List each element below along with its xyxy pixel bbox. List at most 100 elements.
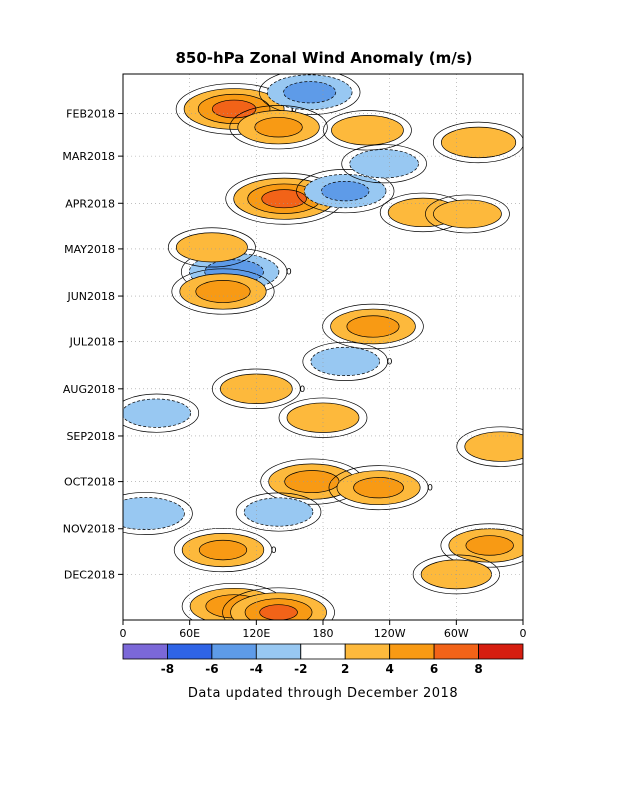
anomaly-2-outer-contour <box>229 105 328 150</box>
anomaly-20: 0 <box>328 465 433 511</box>
x-tick-label: 120W <box>374 627 406 640</box>
x-tick-label: 120E <box>242 627 270 640</box>
zero-contour-label: 0 <box>299 385 305 395</box>
colorbar-label: 4 <box>386 662 394 676</box>
colorbar-label: -2 <box>294 662 307 676</box>
y-tick-label: MAY2018 <box>64 243 115 256</box>
zero-contour-label: 0 <box>291 105 297 115</box>
anomaly-7 <box>341 144 427 184</box>
anomaly-11-level-4 <box>346 315 400 338</box>
anomaly-23-outer-contour <box>235 492 322 532</box>
colorbar-swatch <box>122 643 168 660</box>
colorbar-swatch <box>166 643 213 660</box>
anomaly-14-outer-contour <box>425 194 510 234</box>
anomaly-21-level-4 <box>465 535 514 556</box>
anomaly-7-level--2 <box>349 149 419 179</box>
zero-contour-label: 0 <box>286 268 292 278</box>
anomaly-18-outer-contour <box>456 426 523 467</box>
anomaly-4: 0 <box>433 121 529 164</box>
colorbar-swatch <box>478 643 524 660</box>
anomaly-17-level-2 <box>286 402 360 433</box>
anomaly-1-outer-contour <box>258 74 361 115</box>
colorbar-label: -4 <box>250 662 263 676</box>
colorbar-label: -8 <box>161 662 174 676</box>
anomaly-3-outer-contour <box>323 110 412 151</box>
x-tick-label: 0 <box>120 627 127 640</box>
y-axis: FEB2018 MAR2018 APR2018 MAY2018 JUN2018 JUL20… <box>62 108 123 581</box>
anomaly-26-level-6 <box>259 604 298 620</box>
colorbar-swatch <box>389 643 435 660</box>
anomaly-24: 0 <box>173 527 277 573</box>
anomaly-15-outer-contour <box>123 393 200 433</box>
anomaly-4-level-2 <box>441 126 517 159</box>
colorbar-swatch <box>211 643 257 660</box>
zero-contour-label: 0 <box>523 138 529 148</box>
anomaly-10-outer-contour <box>171 268 275 315</box>
zero-contour-label: 0 <box>271 546 277 556</box>
anomaly-9-outer-contour <box>167 227 256 268</box>
anomaly-10 <box>171 268 275 315</box>
colorbar-swatch <box>300 643 346 660</box>
anomaly-17-outer-contour <box>278 397 368 438</box>
anomaly-18 <box>456 426 523 467</box>
anomaly-23-level--2 <box>243 497 314 527</box>
zero-contour-label: 0 <box>427 484 433 494</box>
anomaly-16-outer-contour <box>211 368 301 409</box>
anomaly-24-level-4 <box>198 539 248 561</box>
anomaly-2-level-4 <box>254 117 303 138</box>
anomaly-2 <box>229 105 328 150</box>
anomaly-6-level--4 <box>321 180 370 202</box>
anomaly-20-level-4 <box>353 477 404 499</box>
anomaly-21 <box>440 523 523 568</box>
colorbar-label: -6 <box>205 662 218 676</box>
anomaly-6-outer-contour <box>296 169 395 214</box>
y-tick-label: DEC2018 <box>64 568 115 581</box>
grid-lines <box>123 74 523 620</box>
anomaly-22 <box>123 492 193 535</box>
y-tick-label: MAR2018 <box>62 150 115 163</box>
footer-note: Data updated through December 2018 <box>188 686 458 701</box>
y-tick-label: SEP2018 <box>66 430 115 443</box>
anomaly-9 <box>167 227 256 268</box>
x-tick-label: 60W <box>444 627 469 640</box>
chart-title: 850-hPa Zonal Wind Anomaly (m/s) <box>175 49 472 67</box>
y-tick-label: APR2018 <box>65 197 115 210</box>
anomaly-1 <box>258 74 361 115</box>
colorbar-label: 6 <box>430 662 438 676</box>
anomaly-3-level-2 <box>331 115 404 146</box>
anomaly-6 <box>296 169 395 214</box>
colorbar-swatch <box>433 643 479 660</box>
anomaly-4-outer-contour <box>433 121 523 164</box>
colorbar-swatch <box>255 643 302 660</box>
anomaly-0-outer-contour <box>175 83 293 135</box>
anomaly-3 <box>323 110 412 151</box>
anomaly-22-outer-contour <box>123 492 193 535</box>
y-tick-label: JUN2018 <box>66 290 115 303</box>
anomaly-15 <box>123 393 200 433</box>
anomaly-26 <box>222 587 335 620</box>
anomaly-22-level--2 <box>123 497 185 530</box>
anomaly-9-level-2 <box>175 232 248 263</box>
x-tick-label: 180 <box>313 627 334 640</box>
anomaly-7-outer-contour <box>341 144 427 184</box>
anomaly-18-level-2 <box>464 431 523 462</box>
anomaly-14 <box>425 194 510 234</box>
y-tick-label: FEB2018 <box>66 108 115 121</box>
x-axis: 0 60E 120E 180 120W 60W 0 <box>120 620 527 640</box>
colorbar-label: 2 <box>341 662 349 676</box>
anomaly-24-outer-contour <box>173 527 273 573</box>
colorbar-swatch <box>344 643 391 660</box>
anomaly-17 <box>278 397 368 438</box>
y-tick-label: JUL2018 <box>69 336 115 349</box>
y-tick-label: OCT2018 <box>64 476 115 489</box>
x-tick-label: 0 <box>520 627 527 640</box>
anomaly-11 <box>322 303 424 350</box>
anomaly-26-outer-contour <box>222 587 335 620</box>
anomaly-21-outer-contour <box>440 523 523 568</box>
colorbar-label: 8 <box>474 662 482 676</box>
y-tick-label: AUG2018 <box>63 383 115 396</box>
y-tick-label: NOV2018 <box>63 523 115 536</box>
anomaly-15-level--2 <box>123 398 192 428</box>
